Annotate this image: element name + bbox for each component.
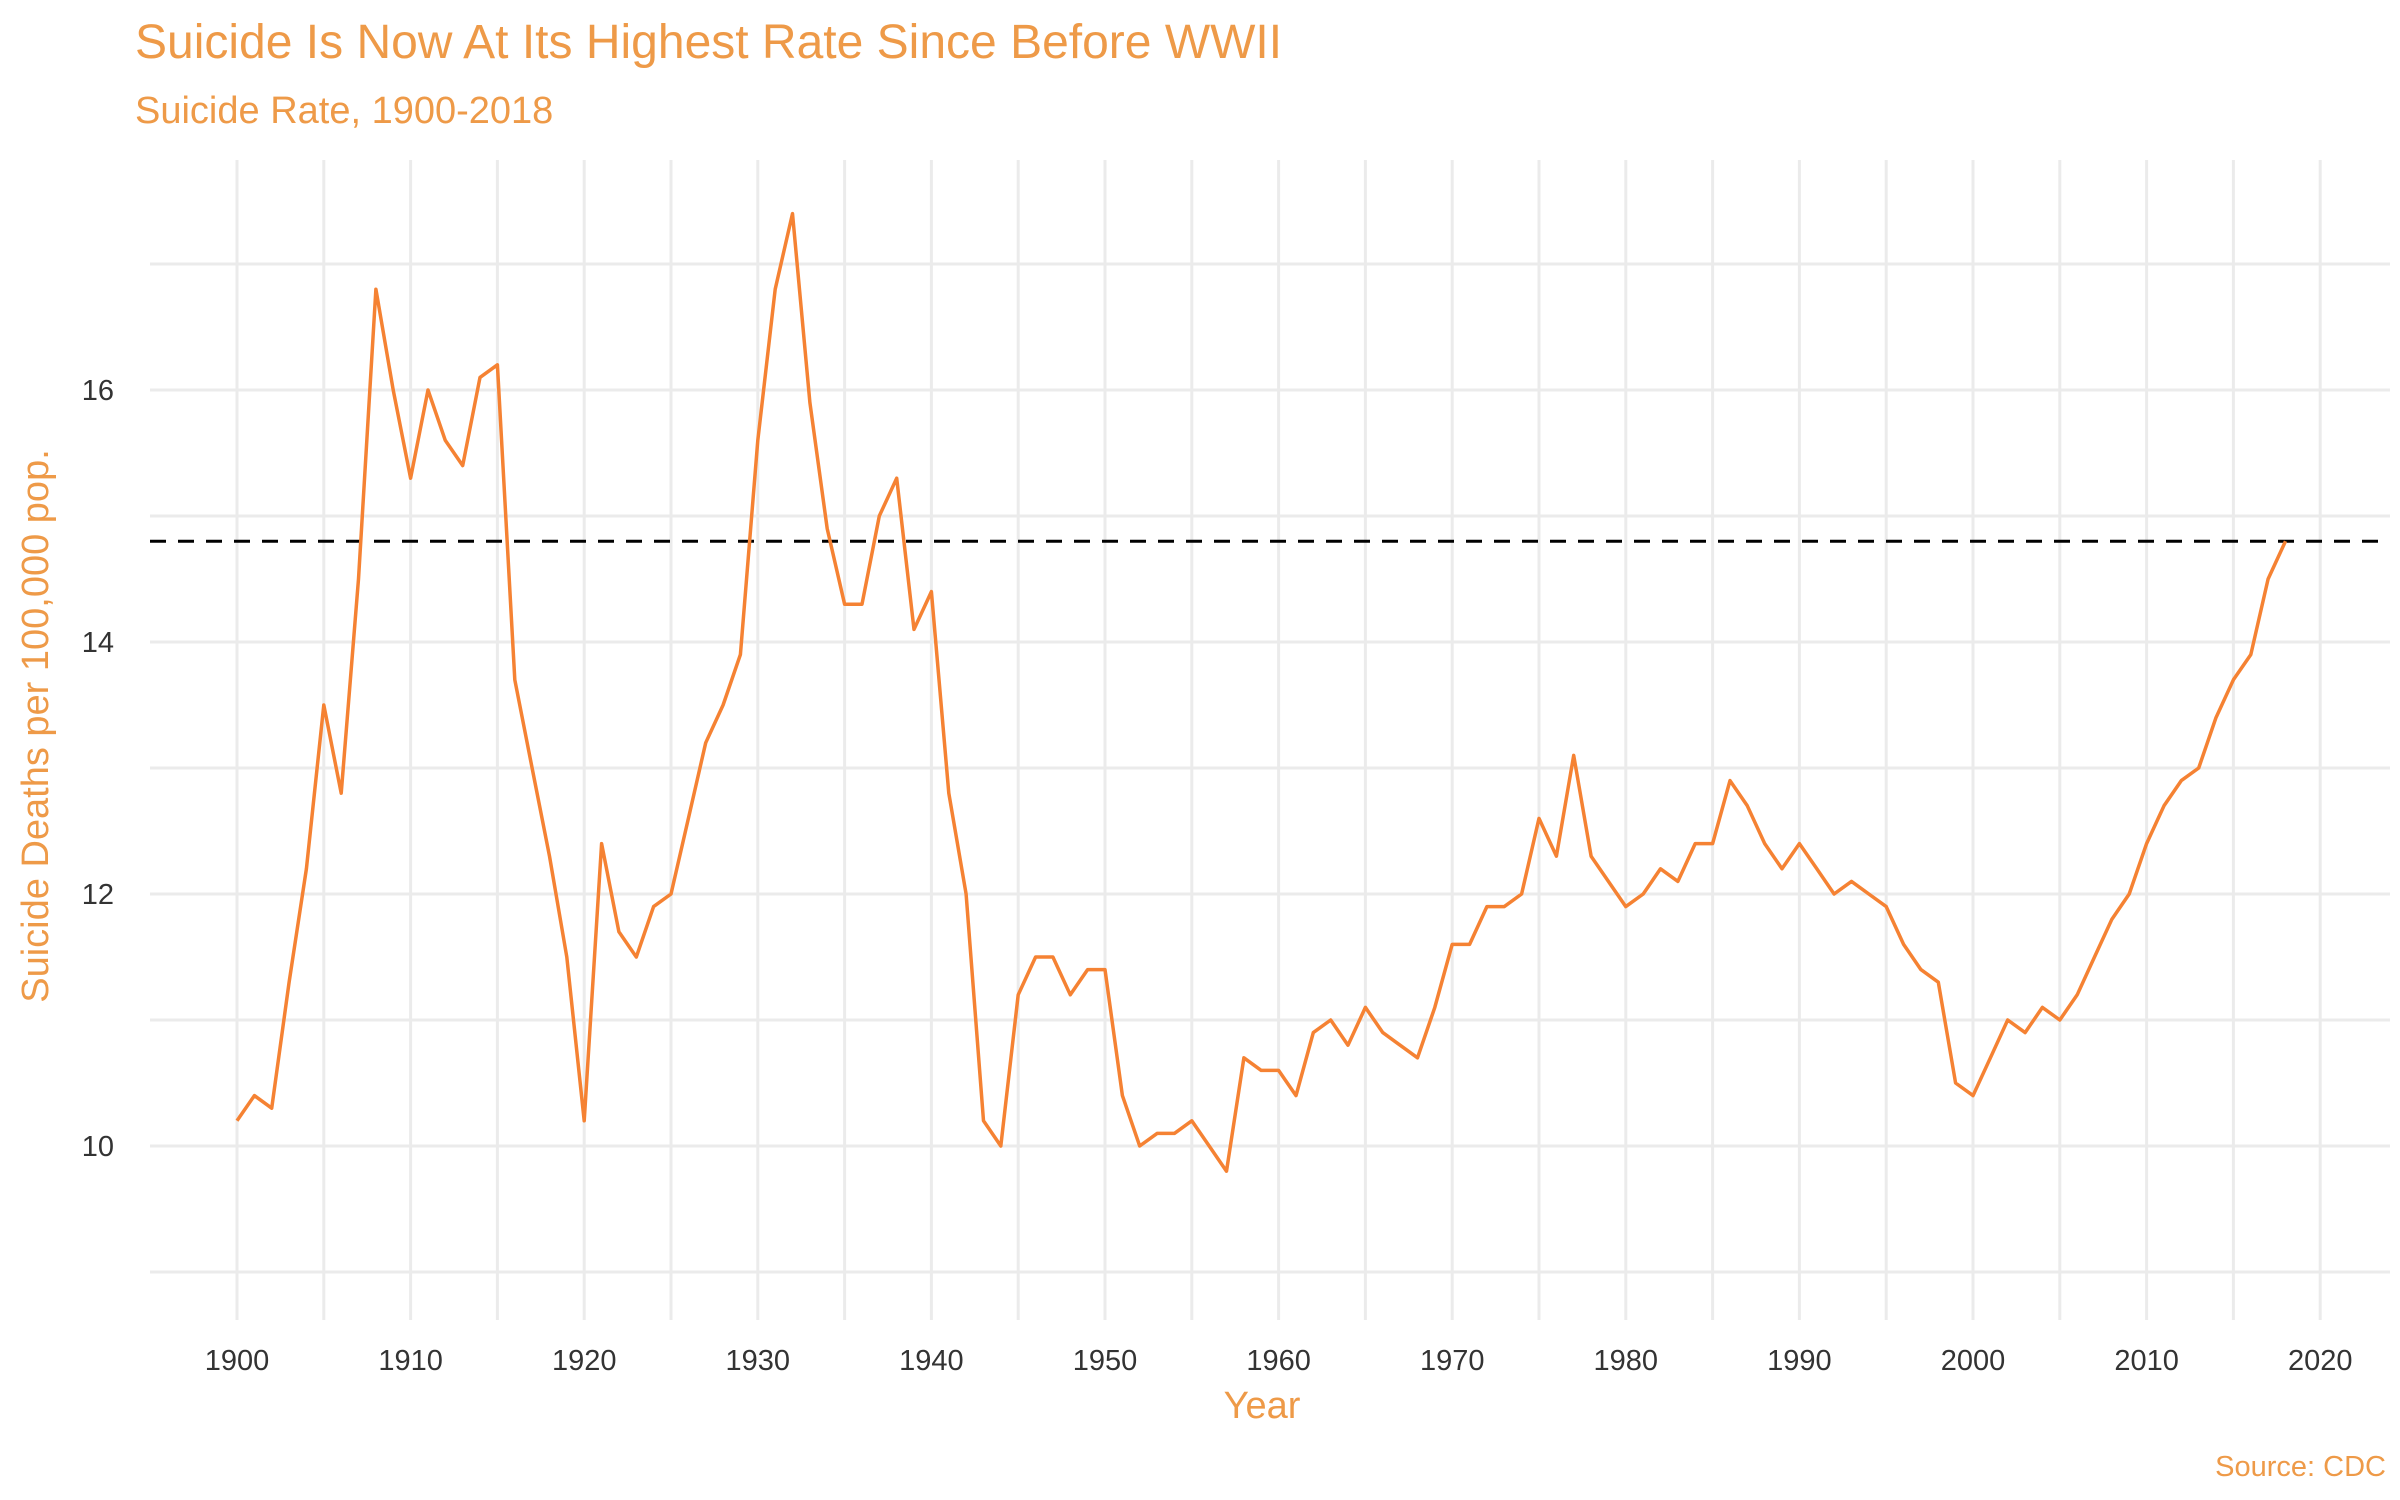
x-axis-ticks: 1900 1910 1920 1930 1940 1950 1960 1970 1980 1990…: [205, 1345, 2353, 1377]
grid-lines: [150, 160, 2390, 1320]
x-tick-label: 1920: [552, 1345, 617, 1377]
x-tick-label: 2010: [2114, 1345, 2179, 1377]
x-tick-label: 1950: [1073, 1345, 1138, 1377]
x-tick-label: 1980: [1594, 1345, 1659, 1377]
x-tick-label: 1970: [1420, 1345, 1485, 1377]
x-tick-label: 1960: [1246, 1345, 1311, 1377]
chart-title: Suicide Is Now At Its Highest Rate Since…: [135, 16, 1282, 69]
series-line: [235, 211, 2288, 1173]
x-tick-label: 1990: [1767, 1345, 1832, 1377]
x-axis-title: Year: [1224, 1385, 1301, 1427]
series-group: [235, 211, 2288, 1173]
y-axis-title: Suicide Deaths per 100,000 pop.: [15, 449, 57, 1003]
chart-subtitle: Suicide Rate, 1900-2018: [135, 90, 553, 132]
x-tick-label: 1910: [378, 1345, 443, 1377]
x-tick-label: 2020: [2288, 1345, 2353, 1377]
y-tick-label: 12: [82, 879, 114, 911]
y-tick-label: 16: [82, 375, 114, 407]
y-tick-label: 14: [82, 627, 114, 659]
x-tick-label: 1930: [726, 1345, 791, 1377]
x-tick-label: 2000: [1941, 1345, 2006, 1377]
x-tick-label: 1900: [205, 1345, 270, 1377]
y-tick-label: 10: [82, 1131, 114, 1163]
x-tick-label: 1940: [899, 1345, 964, 1377]
chart-caption: Source: CDC: [2215, 1451, 2386, 1483]
y-axis-ticks: 10 12 14 16: [82, 375, 114, 1163]
